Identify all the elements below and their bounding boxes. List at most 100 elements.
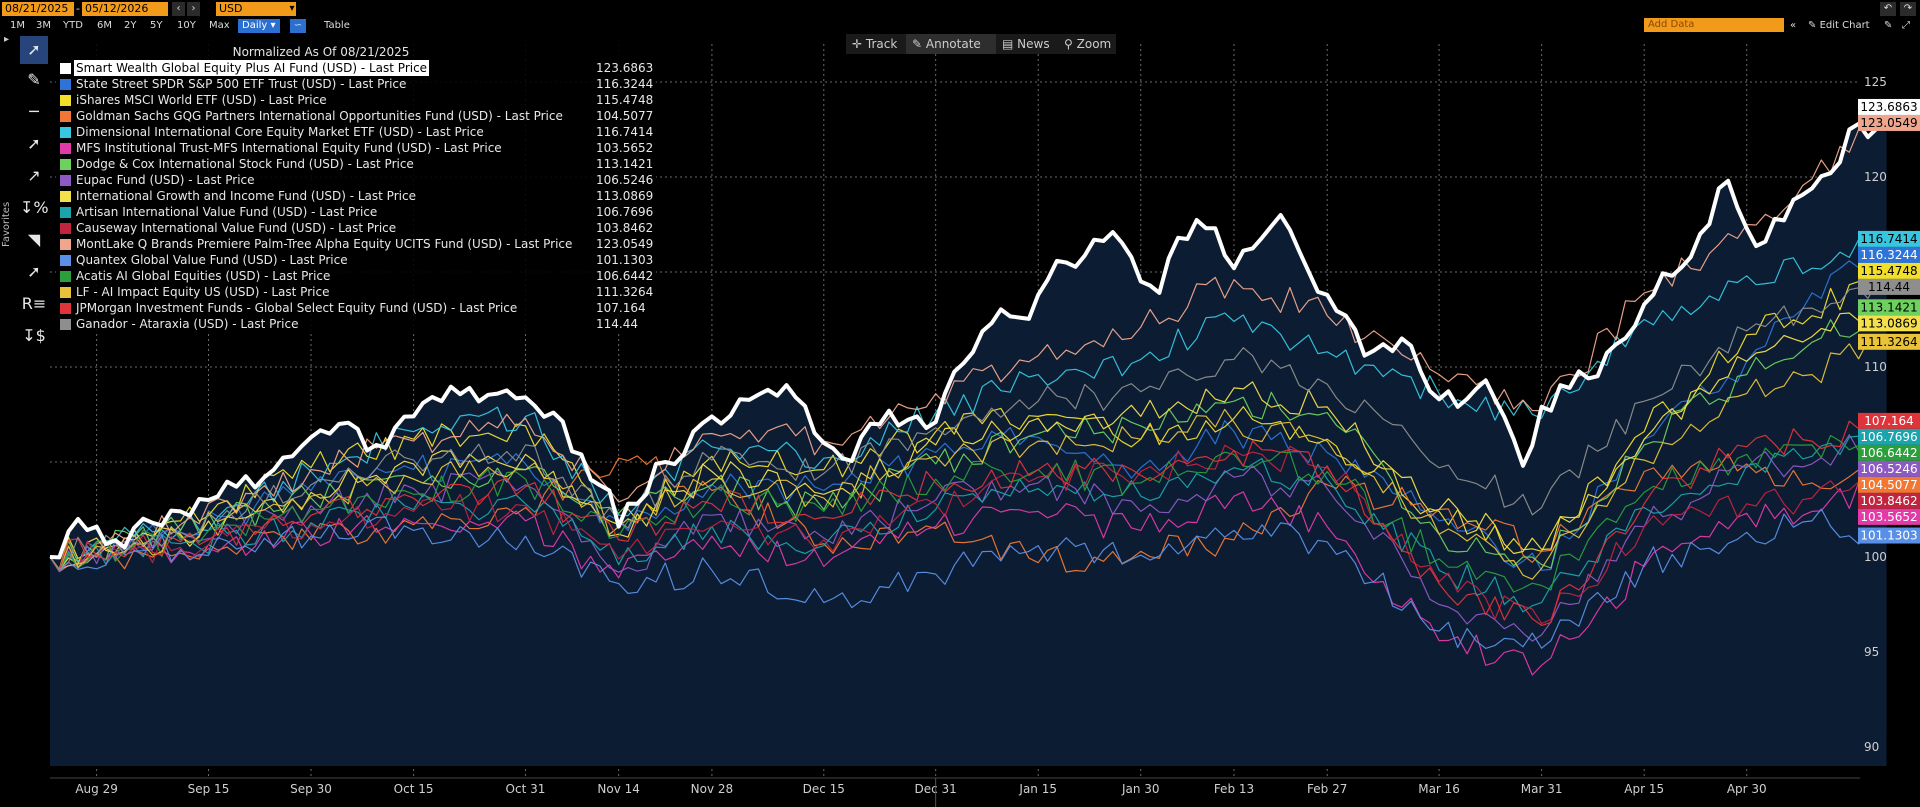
series-line[interactable]	[49, 453, 1888, 573]
prev-period-icon[interactable]: ‹	[172, 2, 185, 16]
track-button[interactable]: ✛ Track	[846, 34, 906, 54]
last-price-tag-label: 116.7414	[1860, 232, 1917, 246]
series-line[interactable]	[49, 421, 1888, 593]
legend-entry[interactable]: Dimensional International Core Equity Ma…	[56, 124, 656, 140]
legend-last-value: 123.0549	[596, 237, 654, 251]
table-button[interactable]: Table	[324, 20, 350, 31]
x-axis: Aug 29 Sep 15 Sep 30 Oct 15 Oct 31 Nov 14 Nov …	[50, 777, 1860, 807]
legend-entry[interactable]: MFS Institutional Trust-MFS Internationa…	[56, 140, 656, 156]
series-line[interactable]	[49, 340, 1887, 580]
series-line[interactable]	[49, 106, 1889, 560]
series-line[interactable]	[49, 262, 1888, 570]
last-price-tags: 123.6863 123.0549 116.7414 116.3244 115.4748…	[1858, 98, 1920, 544]
legend-label: Eupac Fund (USD) - Last Price	[76, 173, 255, 187]
channel-icon[interactable]: ◥	[27, 230, 41, 249]
series-line[interactable]	[49, 428, 1888, 642]
series-line[interactable]	[49, 508, 1887, 649]
series-line[interactable]	[49, 420, 1888, 626]
undo-icon[interactable]: ↶	[1880, 2, 1896, 16]
legend-entry[interactable]: Goldman Sachs GQG Partners International…	[56, 108, 656, 124]
range-5y-button[interactable]: 5Y	[150, 20, 163, 31]
series-line[interactable]	[49, 281, 1887, 571]
legend-entry[interactable]: LF - AI Impact Equity US (USD) - Last Pr…	[56, 284, 656, 300]
extended-line-icon[interactable]: ➚	[27, 262, 41, 281]
news-button[interactable]: ▤ News	[996, 34, 1058, 54]
last-price-tag-label: 104.5077	[1860, 478, 1917, 492]
legend-swatch	[60, 191, 71, 202]
series-line[interactable]	[49, 427, 1887, 613]
legend-entry[interactable]: Eupac Fund (USD) - Last Price 106.5246	[56, 172, 656, 188]
zoom-button[interactable]: ⚲ Zoom	[1058, 34, 1116, 54]
legend-entry[interactable]: Quantex Global Value Fund (USD) - Last P…	[56, 252, 656, 268]
annotate-button[interactable]: ✎ Annotate	[906, 34, 996, 54]
legend-swatch	[60, 95, 71, 106]
start-date-field[interactable]: 08/21/2025	[2, 2, 74, 16]
last-price-tag-label: 106.7696	[1860, 430, 1917, 444]
date-range-separator: -	[76, 2, 80, 15]
legend-entry[interactable]: Causeway International Value Fund (USD) …	[56, 220, 656, 236]
legend-last-value: 107.164	[596, 301, 646, 315]
legend-last-value: 106.5246	[596, 173, 654, 187]
legend-entry[interactable]: Artisan International Value Fund (USD) -…	[56, 204, 656, 220]
series-line[interactable]	[49, 236, 1887, 571]
x-tick-label: Jan 30	[1121, 782, 1160, 796]
highlight-area	[50, 106, 1887, 766]
pointer-icon[interactable]: ➚	[20, 36, 48, 64]
horizontal-line-icon[interactable]: ─	[29, 102, 39, 121]
next-period-icon[interactable]: ›	[187, 2, 200, 16]
range-6m-button[interactable]: 6M	[97, 20, 112, 31]
last-price-tag-label: 106.6442	[1860, 446, 1917, 460]
last-price-tag-label: 113.0869	[1860, 316, 1917, 330]
range-1m-button[interactable]: 1M	[10, 20, 25, 31]
series-line[interactable]	[49, 118, 1887, 570]
legend-entry[interactable]: JPMorgan Investment Funds - Global Selec…	[56, 300, 656, 316]
edit-chart-label: Edit Chart	[1819, 20, 1870, 31]
legend-entry[interactable]: Ganador - Ataraxia (USD) - Last Price 114…	[56, 316, 656, 332]
range-ytd-button[interactable]: YTD	[63, 20, 83, 31]
collapse-icon[interactable]: «	[1790, 20, 1797, 31]
frequency-dropdown[interactable]: Daily ▾	[238, 19, 280, 33]
y-tick-label: 95	[1864, 645, 1879, 659]
legend-entry[interactable]: State Street SPDR S&P 500 ETF Trust (USD…	[56, 76, 656, 92]
legend-swatch	[60, 287, 71, 298]
last-price-tag	[1858, 299, 1920, 316]
line-chart-icon[interactable]: ∽	[290, 19, 306, 33]
expand-icon[interactable]: ⤢	[1902, 20, 1910, 31]
series-line[interactable]	[49, 482, 1888, 676]
trend-line-icon[interactable]: ➚	[27, 134, 41, 153]
redo-icon[interactable]: ↷	[1900, 2, 1916, 16]
range-2y-button[interactable]: 2Y	[124, 20, 137, 31]
retracement-icon[interactable]: R≡	[21, 294, 47, 313]
legend-entry[interactable]: Dodge & Cox International Stock Fund (US…	[56, 156, 656, 172]
currency-dropdown-icon[interactable]: ▾	[288, 2, 296, 16]
last-price-tag-label: 103.5652	[1860, 510, 1917, 524]
add-data-input[interactable]: Add Data	[1644, 18, 1784, 32]
last-price-tag-label: 123.0549	[1860, 116, 1917, 130]
edit-chart-button[interactable]: ✎ Edit Chart	[1808, 19, 1870, 33]
range-max-button[interactable]: Max	[209, 20, 230, 31]
expand-tools-icon[interactable]: ▸	[4, 34, 10, 45]
series-line[interactable]	[49, 444, 1888, 625]
dollar-level-icon[interactable]: ↧$	[22, 326, 46, 345]
legend-entry[interactable]: Smart Wealth Global Equity Plus AI Fund …	[56, 60, 656, 76]
zoom-label: Zoom	[1076, 37, 1112, 51]
pen-icon[interactable]: ✎	[27, 70, 41, 89]
legend-last-value: 103.8462	[596, 221, 654, 235]
legend-entry[interactable]: iShares MSCI World ETF (USD) - Last Pric…	[56, 92, 656, 108]
currency-field[interactable]: USD	[216, 2, 288, 16]
end-date-field[interactable]: 05/12/2026	[82, 2, 168, 16]
pencil-icon[interactable]: ✎	[1884, 20, 1893, 31]
last-price-tag	[1858, 492, 1920, 509]
legend-entry[interactable]: Acatis AI Global Equities (USD) - Last P…	[56, 268, 656, 284]
legend-entry[interactable]: International Growth and Income Fund (US…	[56, 188, 656, 204]
last-price-tag	[1858, 428, 1920, 445]
x-tick-label: Feb 27	[1307, 782, 1347, 796]
ray-icon[interactable]: ↗	[27, 166, 41, 185]
range-10y-button[interactable]: 10Y	[177, 20, 196, 31]
range-3m-button[interactable]: 3M	[36, 20, 51, 31]
x-tick-label: Nov 14	[597, 782, 640, 796]
legend-entry[interactable]: MontLake Q Brands Premiere Palm-Tree Alp…	[56, 236, 656, 252]
percent-change-icon[interactable]: ↧%	[20, 198, 49, 217]
x-tick-label: Mar 16	[1418, 782, 1460, 796]
